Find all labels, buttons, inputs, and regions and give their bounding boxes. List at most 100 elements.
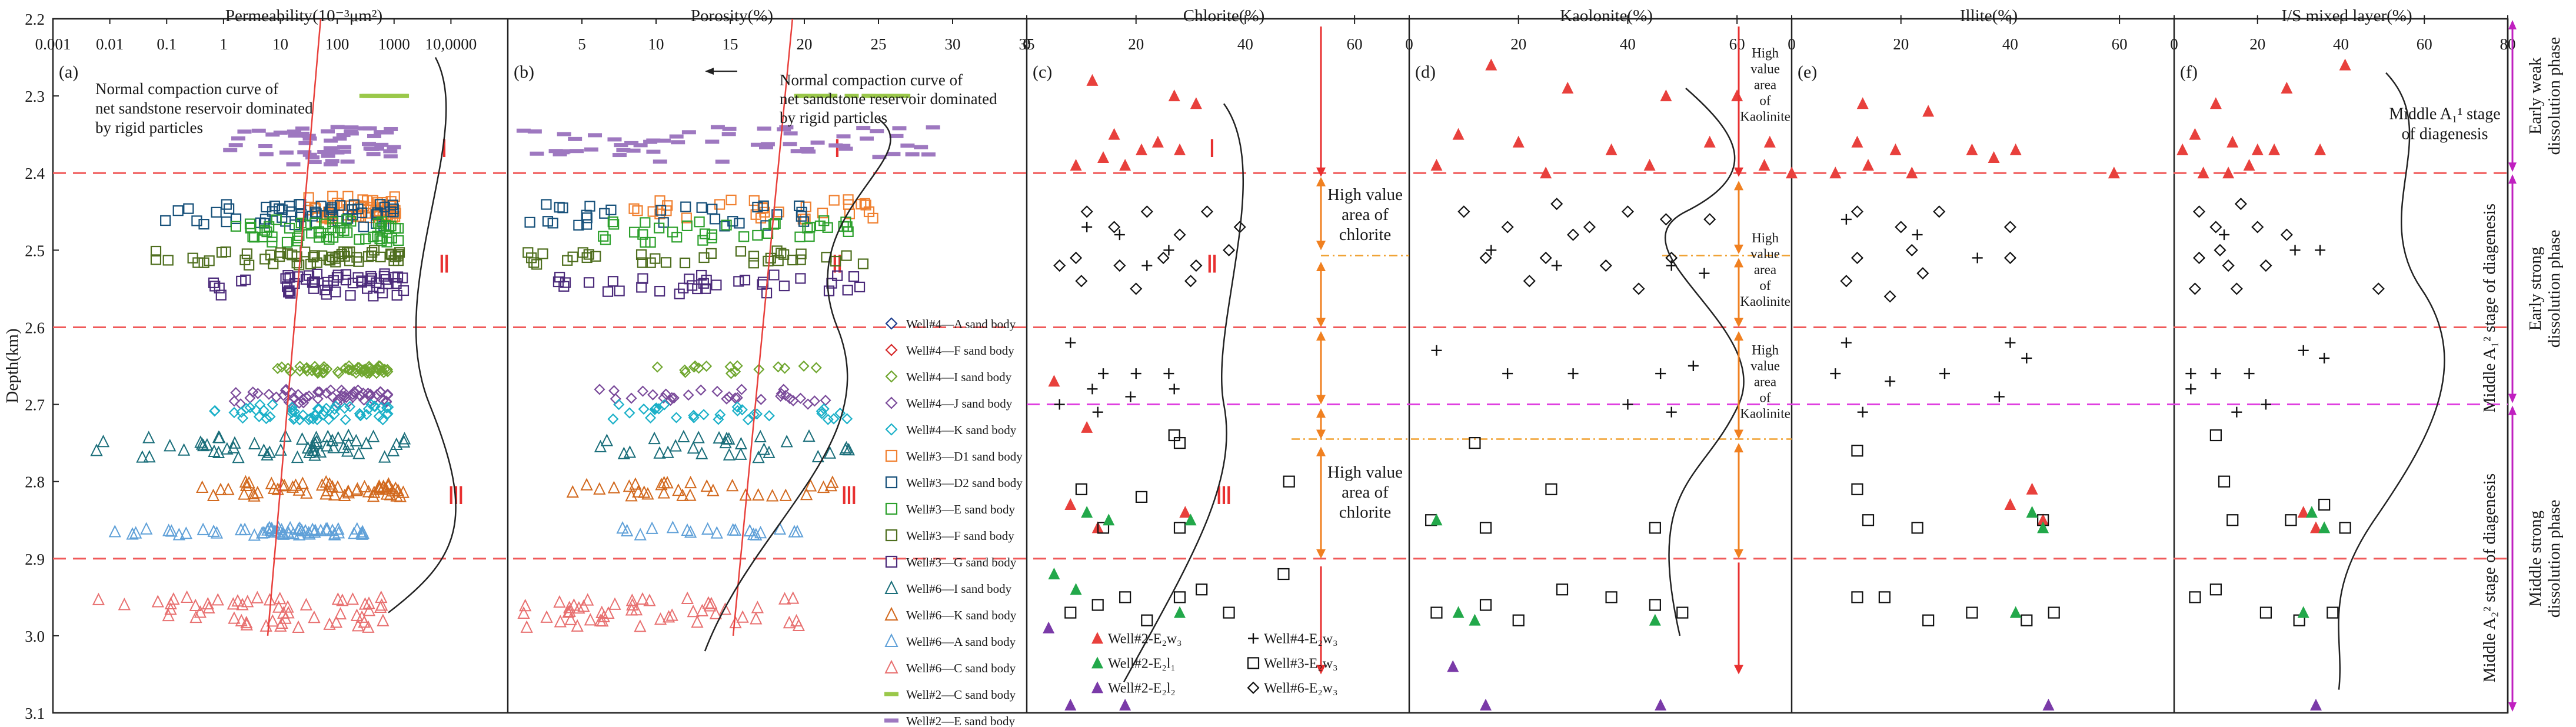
data-point bbox=[800, 488, 813, 501]
data-point bbox=[362, 251, 374, 262]
data-point bbox=[354, 234, 365, 245]
data-point bbox=[657, 486, 670, 499]
high-value-label: value bbox=[1750, 358, 1780, 373]
data-point bbox=[794, 392, 807, 404]
data-point bbox=[634, 528, 647, 541]
data-point bbox=[621, 523, 634, 536]
data-point bbox=[734, 436, 748, 449]
data-point bbox=[321, 387, 332, 399]
data-point bbox=[608, 385, 620, 396]
data-point bbox=[281, 236, 293, 248]
legend-label: Well#3—D1 sand body bbox=[906, 449, 1023, 463]
data-point bbox=[2244, 368, 2255, 379]
data-point bbox=[1081, 506, 1093, 518]
data-point bbox=[330, 615, 343, 628]
data-point bbox=[1130, 368, 1141, 379]
data-point bbox=[181, 590, 194, 603]
panel-c: Chlorite(%) 0 20 40 60 (c) bbox=[1023, 6, 1362, 82]
data-point bbox=[921, 152, 936, 157]
data-point bbox=[355, 364, 367, 375]
data-point bbox=[820, 395, 831, 406]
data-point bbox=[1851, 251, 1863, 265]
data-point bbox=[522, 247, 534, 258]
data-point bbox=[666, 521, 680, 533]
data-point bbox=[366, 250, 377, 262]
data-point bbox=[1550, 198, 1563, 211]
data-point bbox=[1184, 513, 1197, 526]
data-point bbox=[212, 445, 225, 458]
data-point bbox=[1621, 205, 1634, 218]
data-point bbox=[207, 524, 220, 537]
panel-e-data bbox=[1829, 97, 2120, 711]
data-point bbox=[272, 521, 285, 533]
data-point bbox=[346, 592, 360, 605]
range-arrow-head bbox=[1734, 181, 1743, 191]
x-tick-label: 1 bbox=[219, 35, 228, 53]
data-point bbox=[374, 282, 385, 294]
data-point bbox=[307, 443, 319, 456]
data-point bbox=[357, 387, 369, 399]
envelope-curve bbox=[1123, 103, 1244, 683]
y-tick-label: 2.5 bbox=[25, 242, 45, 259]
data-point bbox=[1048, 568, 1060, 579]
data-point bbox=[393, 235, 404, 246]
data-point bbox=[681, 130, 696, 135]
data-point bbox=[1043, 621, 1055, 633]
data-point bbox=[2305, 506, 2318, 518]
data-point bbox=[752, 229, 763, 241]
data-point bbox=[616, 521, 629, 534]
data-point bbox=[1141, 614, 1153, 626]
data-point bbox=[1065, 337, 1076, 348]
data-point bbox=[194, 605, 207, 618]
data-point bbox=[748, 251, 760, 262]
high-value-label: Kaolinite bbox=[1740, 109, 1790, 124]
data-point bbox=[209, 405, 221, 416]
data-point bbox=[1277, 568, 1290, 581]
data-point bbox=[836, 144, 851, 148]
envelope-curve bbox=[2338, 72, 2445, 690]
legend-label: Well#6-E₂w₃ bbox=[1264, 681, 1337, 696]
stage-label: Middle A₁¹ stage bbox=[2389, 105, 2500, 123]
data-point bbox=[1966, 606, 1978, 619]
data-point bbox=[821, 252, 832, 263]
phase-label: dissolution phase bbox=[2545, 499, 2564, 618]
high-value-label: of bbox=[1759, 278, 1771, 293]
data-point bbox=[282, 270, 294, 281]
data-point bbox=[332, 522, 345, 535]
data-point bbox=[823, 94, 838, 98]
data-point bbox=[687, 605, 700, 618]
data-point bbox=[658, 399, 670, 411]
data-point bbox=[758, 200, 769, 211]
data-point bbox=[1862, 514, 1875, 526]
data-point bbox=[1174, 143, 1186, 155]
data-point bbox=[905, 152, 920, 156]
data-point bbox=[2259, 606, 2272, 619]
data-point bbox=[2048, 606, 2060, 619]
data-point bbox=[258, 144, 273, 148]
data-point bbox=[748, 195, 760, 206]
data-point bbox=[1430, 159, 1443, 171]
data-point bbox=[342, 364, 354, 376]
data-point bbox=[594, 383, 605, 395]
legend-marker bbox=[884, 659, 898, 673]
data-point bbox=[351, 482, 364, 495]
y-axis-label: Depth(km) bbox=[3, 328, 22, 403]
data-point bbox=[143, 450, 156, 463]
data-point bbox=[573, 219, 584, 231]
panel-title-b: Porosity(%) bbox=[691, 6, 773, 25]
data-point bbox=[684, 274, 695, 285]
envelope-curve bbox=[388, 56, 457, 613]
data-point bbox=[709, 214, 721, 225]
data-point bbox=[2189, 128, 2201, 140]
data-point bbox=[213, 431, 226, 443]
data-point bbox=[228, 406, 240, 418]
data-point bbox=[1108, 221, 1121, 234]
data-point bbox=[368, 245, 380, 256]
data-point bbox=[668, 392, 680, 404]
data-point bbox=[647, 389, 659, 401]
high-value-label: chlorite bbox=[1339, 503, 1392, 522]
data-point bbox=[362, 596, 375, 609]
data-point bbox=[311, 364, 322, 376]
data-point bbox=[318, 367, 330, 379]
panel-label-f: (f) bbox=[2180, 62, 2198, 82]
